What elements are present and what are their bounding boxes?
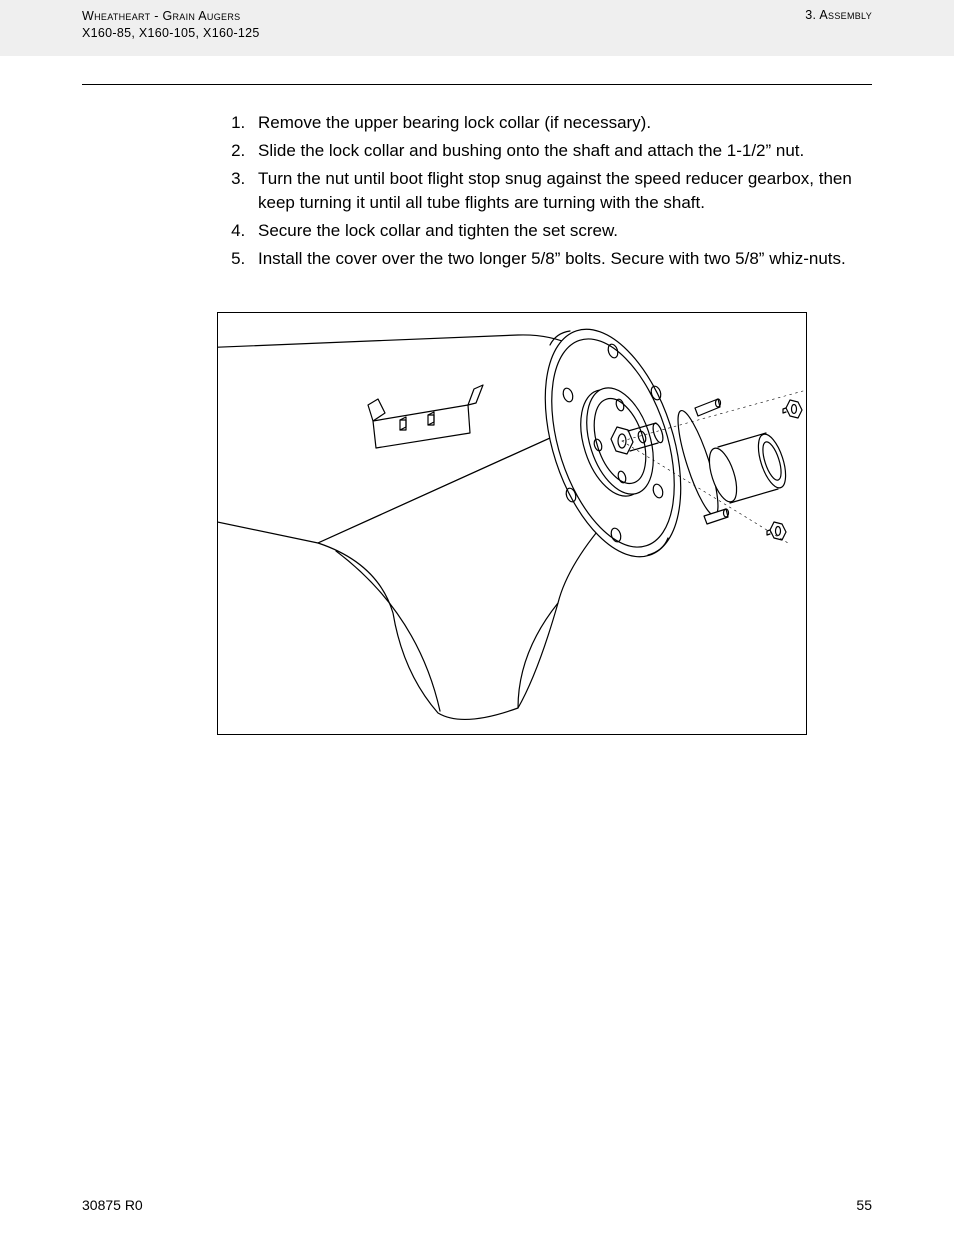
content-rule: [82, 84, 872, 85]
whiz-nut-lower: [767, 522, 786, 540]
header-brand: Wheatheart - Grain Augers: [82, 8, 260, 25]
step-item: Slide the lock collar and bushing onto t…: [250, 139, 872, 163]
header-section: 3. Assembly: [805, 8, 872, 42]
page-content: Remove the upper bearing lock collar (if…: [82, 56, 872, 735]
header-left: Wheatheart - Grain Augers X160-85, X160-…: [82, 8, 260, 42]
assembly-steps-list: Remove the upper bearing lock collar (if…: [250, 111, 872, 272]
page-header-band: Wheatheart - Grain Augers X160-85, X160-…: [0, 0, 954, 56]
step-item: Remove the upper bearing lock collar (if…: [250, 111, 872, 135]
step-item: Install the cover over the two longer 5/…: [250, 247, 872, 271]
step-item: Secure the lock collar and tighten the s…: [250, 219, 872, 243]
header-models: X160-85, X160-105, X160-125: [82, 25, 260, 42]
step-item: Turn the nut until boot flight stop snug…: [250, 167, 872, 215]
page-header: Wheatheart - Grain Augers X160-85, X160-…: [82, 8, 872, 42]
footer-page-number: 55: [856, 1197, 872, 1213]
footer-doc-id: 30875 R0: [82, 1197, 143, 1213]
whiz-nut-upper: [783, 400, 802, 418]
assembly-diagram-svg: [218, 313, 807, 735]
assembly-figure: [217, 312, 807, 735]
page-footer: 30875 R0 55: [82, 1197, 872, 1213]
